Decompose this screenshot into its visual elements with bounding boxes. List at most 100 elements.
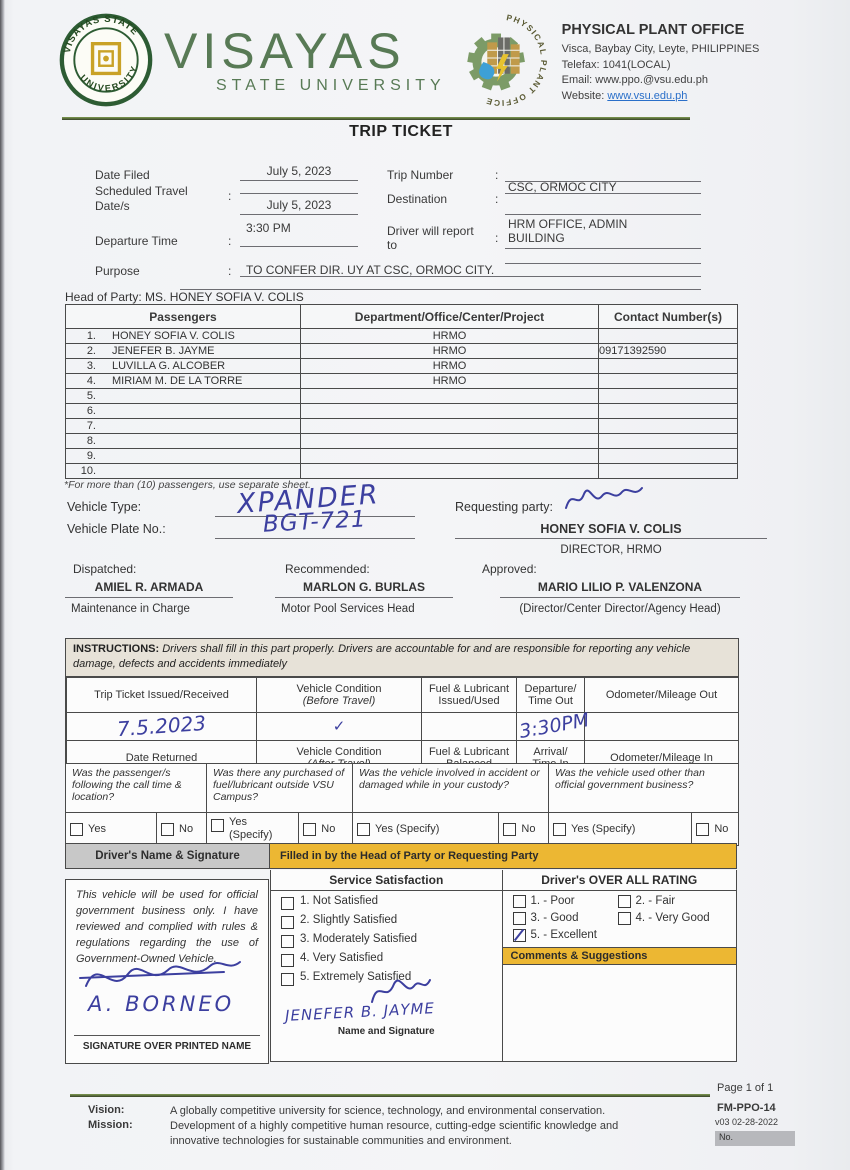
overall-rating-column: Driver's OVER ALL RATING 1. - Poor 2. - …: [501, 869, 737, 1062]
passengers-header-row: Passengers Department/Office/Center/Proj…: [65, 304, 738, 329]
q2-yes-checkbox[interactable]: [211, 819, 224, 832]
passenger-row: 8.: [65, 433, 738, 449]
form-number-box: No.: [715, 1131, 795, 1146]
q4-yes-checkbox[interactable]: [553, 822, 566, 836]
col-passengers: Passengers: [65, 304, 301, 329]
date-filed-underline: [240, 180, 358, 181]
q4-no-checkbox[interactable]: [696, 822, 710, 836]
driver-rating-section: Driver's Name & Signature This vehicle w…: [65, 843, 737, 1065]
rating-1-checkbox[interactable]: [512, 894, 526, 908]
vision-mission-text: A globally competitive university for sc…: [170, 1105, 619, 1148]
purpose-underline: [240, 276, 701, 277]
report-label-1: Driver will report: [387, 224, 474, 238]
trip-number-field: [505, 181, 701, 182]
driver-signature-label: SIGNATURE OVER PRINTED NAME: [82, 1041, 252, 1052]
approved-underline: [500, 597, 740, 598]
satisfaction-1-checkbox[interactable]: [281, 896, 294, 910]
h-issued: Trip Ticket Issued/Received: [66, 676, 257, 713]
scheduled-value: July 5, 2023: [266, 198, 332, 212]
recommended-label: Recommended:: [285, 562, 370, 576]
passenger-row: 10.: [65, 463, 738, 479]
head-of-party-printed-name: JENEFER B. JAYME: [284, 999, 436, 1025]
passenger-row: 4. MIRIAM M. DE LA TORRE HRMO: [65, 373, 738, 389]
col-department: Department/Office/Center/Project: [300, 304, 599, 329]
footer-rule: [70, 1094, 710, 1097]
purpose-underline-2: [180, 289, 701, 290]
colon: :: [495, 231, 499, 245]
head-of-party: Head of Party: MS. HONEY SOFIA V. COLIS: [65, 290, 304, 304]
question-4: Was the vehicle used other than official…: [549, 764, 739, 845]
colon: :: [228, 264, 232, 278]
driver-name-header: Driver's Name & Signature: [65, 843, 270, 869]
vsu-wordmark: VISAYAS STATE UNIVERSITY: [164, 26, 446, 94]
comments-header: Comments & Suggestions: [502, 946, 736, 965]
departure-value: 3:30 PM: [246, 221, 291, 235]
comments-area[interactable]: [503, 965, 736, 1045]
vehicle-section: Vehicle Type: Vehicle Plate No.: XPANDER…: [65, 479, 767, 562]
q2-no-checkbox[interactable]: [303, 822, 317, 836]
service-satisfaction-title: Service Satisfaction: [271, 870, 502, 891]
q1-no-checkbox[interactable]: [161, 822, 174, 836]
colon: :: [495, 192, 499, 206]
scheduled-label-2: Date/s: [95, 199, 130, 213]
v-odometer-out: [584, 711, 739, 741]
rating-4-checkbox[interactable]: [617, 911, 631, 925]
rating-5-checkbox[interactable]: [512, 928, 526, 942]
office-contact-block: PHYSICAL PLANT OFFICE Visca, Baybay City…: [562, 16, 760, 104]
satisfaction-4-checkbox[interactable]: [281, 953, 294, 967]
requesting-party-title: DIRECTOR, HRMO: [560, 544, 662, 556]
passenger-row: 9.: [65, 448, 738, 464]
overall-rating-title: Driver's OVER ALL RATING: [502, 870, 736, 891]
h-fuel-issued: Fuel & Lubricant Issued/Used: [421, 676, 517, 713]
question-1: Was the passenger/s following the call t…: [66, 764, 207, 845]
question-2: Was there any purchased of fuel/lubrican…: [207, 764, 353, 845]
h-condition-before: Vehicle Condition (Before Travel): [256, 676, 422, 713]
office-email: Email: www.ppo.@vsu.edu.ph: [561, 74, 708, 87]
question-3: Was the vehicle involved in accident or …: [353, 764, 549, 845]
letterhead: VISAYAS STATE UNIVERSITY VISAYAS STATE U…: [58, 8, 802, 112]
wordmark-state-university: STATE UNIVERSITY: [216, 77, 446, 94]
rating-2-checkbox[interactable]: [617, 894, 631, 908]
website-link[interactable]: www.vsu.edu.ph: [607, 89, 688, 102]
colon: :: [228, 234, 232, 248]
destination-underline: [505, 193, 701, 194]
satisfaction-5-checkbox[interactable]: [281, 972, 294, 986]
recommended-underline: [275, 597, 453, 598]
questions-section: Was the passenger/s following the call t…: [65, 763, 739, 846]
report-underline: [505, 248, 701, 249]
v-time-out: 3:30PM: [516, 709, 591, 744]
q3-no-checkbox[interactable]: [503, 822, 517, 836]
satisfaction-2-checkbox[interactable]: [281, 915, 294, 929]
passenger-row: 6.: [65, 403, 738, 419]
form-version: v03 02-28-2022: [715, 1117, 779, 1127]
head-of-party-signature: [371, 978, 431, 1003]
scheduled-underline-blank: [240, 193, 358, 194]
colon: :: [495, 168, 499, 182]
driver-printed-name: A. BORNEO: [88, 992, 235, 1016]
office-telefax: Telefax: 1041(LOCAL): [561, 58, 671, 71]
vehicle-type-label: Vehicle Type:: [67, 500, 142, 514]
dispatched-label: Dispatched:: [73, 562, 137, 576]
colon: :: [228, 189, 232, 203]
filled-by-header: Filled in by the Head of Party or Reques…: [270, 843, 737, 869]
recommended-name: MARLON G. BURLAS: [303, 580, 425, 594]
v-condition-before: ✓: [256, 711, 422, 741]
form-title: TRIP TICKET: [349, 123, 453, 140]
approved-name: MARIO LILIO P. VALENZONA: [537, 580, 703, 594]
rating-3-checkbox[interactable]: [512, 911, 526, 925]
requesting-party-underline: [455, 538, 767, 539]
q1-yes-checkbox[interactable]: [70, 822, 83, 836]
vision-label: Vision:: [88, 1104, 125, 1116]
report-label-2: to: [387, 238, 398, 252]
approvals-section: Dispatched: AMIEL R. ARMADA Maintenance …: [65, 562, 740, 622]
destination-underline-blank: [505, 214, 701, 215]
satisfaction-3-checkbox[interactable]: [281, 934, 294, 948]
h-odometer-out: Odometer/Mileage Out: [584, 676, 739, 713]
passengers-table: Passengers Department/Office/Center/Proj…: [65, 304, 738, 479]
q3-yes-checkbox[interactable]: [357, 822, 370, 836]
instructions-text: INSTRUCTIONS: Drivers shall fill in this…: [66, 639, 738, 677]
h-departure: Departure/Time Out: [516, 676, 585, 713]
dispatched-title: Maintenance in Charge: [71, 603, 190, 615]
date-filed-label: Date Filed: [95, 168, 150, 182]
